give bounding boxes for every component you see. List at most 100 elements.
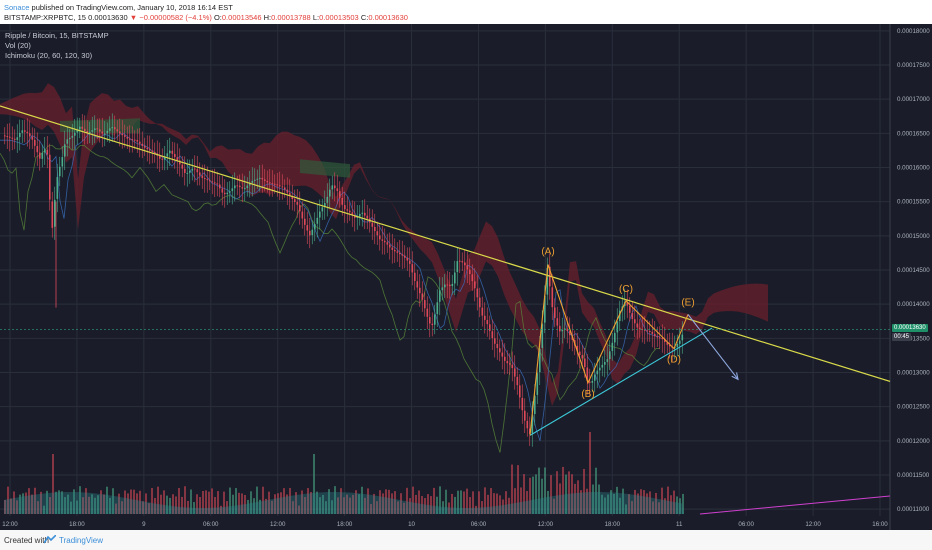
candle-body xyxy=(631,312,634,320)
candle-body xyxy=(306,225,309,231)
volume-bar xyxy=(70,501,72,514)
volume-bar xyxy=(259,499,261,514)
candle-body xyxy=(81,126,84,129)
candle-body xyxy=(316,217,319,224)
candle-body xyxy=(74,132,76,136)
candle-body xyxy=(54,199,56,227)
volume-bar xyxy=(241,493,243,514)
candle-body xyxy=(249,183,251,186)
wave-label: (E) xyxy=(681,297,694,308)
ichimoku-indicator-label[interactable]: Ichimoku (20, 60, 120, 30) xyxy=(5,51,93,60)
candle-body xyxy=(69,137,71,140)
volume-bar xyxy=(565,474,567,514)
volume-bar xyxy=(490,488,492,514)
volume-bar xyxy=(481,501,483,514)
volume-bar xyxy=(484,487,486,514)
volume-bar xyxy=(43,505,45,514)
volume-bar xyxy=(217,491,219,514)
tradingview-logo-icon[interactable] xyxy=(44,535,56,544)
volume-bar xyxy=(97,495,99,514)
x-tick-label: 12:00 xyxy=(270,521,286,528)
volume-bar xyxy=(283,488,285,514)
volume-bar xyxy=(511,464,513,514)
candle-body xyxy=(356,216,359,218)
volume-bar xyxy=(586,488,588,514)
volume-bar xyxy=(583,468,585,514)
close-label: C: xyxy=(360,13,369,22)
volume-bar xyxy=(655,492,657,514)
volume-bar xyxy=(37,501,39,514)
chart-area[interactable]: 0.00018000 0.00017500 0.00017000 0.00016500… xyxy=(0,24,932,530)
candle-body xyxy=(399,252,401,255)
candle-body xyxy=(384,240,386,243)
volume-bar xyxy=(100,490,102,514)
candle-body xyxy=(61,157,64,167)
candle-body xyxy=(344,205,346,210)
volume-bar xyxy=(631,501,633,514)
volume-bar xyxy=(601,494,603,514)
candle-body xyxy=(511,364,514,369)
volume-bar xyxy=(229,487,231,514)
volume-bar xyxy=(316,491,318,514)
candle-body xyxy=(414,272,416,281)
candle-body xyxy=(386,242,389,245)
candle-body xyxy=(329,189,331,197)
low-label: L: xyxy=(312,13,320,22)
candle-body xyxy=(34,139,36,146)
volume-bar xyxy=(589,432,591,514)
candle-body xyxy=(106,130,109,134)
volume-bar xyxy=(112,488,114,514)
volume-bar xyxy=(91,494,93,514)
volume-bar xyxy=(388,489,390,514)
candle-body xyxy=(259,177,261,179)
volume-bar xyxy=(196,494,198,514)
volume-bar xyxy=(571,474,573,514)
y-tick-label: 0.00011000 xyxy=(897,506,930,513)
candle-body xyxy=(524,410,526,421)
candle-body xyxy=(9,136,11,138)
candle-body xyxy=(41,152,44,159)
indicator-line xyxy=(699,495,891,515)
price-chart[interactable]: 0.00018000 0.00017500 0.00017000 0.00016500… xyxy=(0,24,932,530)
candle-body xyxy=(139,141,141,144)
candle-body xyxy=(514,368,516,377)
candle-body xyxy=(444,284,446,288)
candle-body xyxy=(231,188,234,192)
candle-body xyxy=(446,284,449,286)
volume-bar xyxy=(622,488,624,514)
trendline xyxy=(0,105,891,382)
candle-body xyxy=(584,358,586,367)
candle-body xyxy=(531,414,534,434)
candle-body xyxy=(576,345,579,352)
candle-body xyxy=(491,331,494,339)
x-tick-label: 06:00 xyxy=(738,521,754,528)
volume-bar xyxy=(331,500,333,514)
candle-body xyxy=(99,129,101,132)
candle-body xyxy=(146,147,149,150)
volume-bar xyxy=(619,497,621,514)
candle-body xyxy=(361,212,364,214)
candle-body xyxy=(124,135,126,137)
symbol-label: BITSTAMP:XRPBTC, 15 xyxy=(4,13,86,22)
author-link[interactable]: Sonace xyxy=(4,3,30,12)
volume-indicator-label[interactable]: Vol (20) xyxy=(5,41,31,50)
candle-body xyxy=(441,287,444,291)
volume-bar xyxy=(151,487,153,514)
volume-bar xyxy=(436,496,438,514)
candle-body xyxy=(341,197,344,205)
candle-body xyxy=(559,325,561,332)
candle-body xyxy=(191,168,194,171)
tradingview-link[interactable]: TradingView xyxy=(59,536,104,545)
candle-body xyxy=(639,327,641,329)
volume-bar xyxy=(472,491,474,514)
candle-body xyxy=(136,140,139,142)
volume-bar xyxy=(598,484,600,514)
volume-bar xyxy=(646,493,648,514)
candle-body xyxy=(379,235,381,240)
volume-bar xyxy=(643,490,645,514)
volume-bar xyxy=(409,498,411,514)
candle-body xyxy=(516,376,519,386)
volume-bar xyxy=(451,493,453,514)
candle-body xyxy=(499,348,501,353)
volume-bar xyxy=(289,487,291,514)
